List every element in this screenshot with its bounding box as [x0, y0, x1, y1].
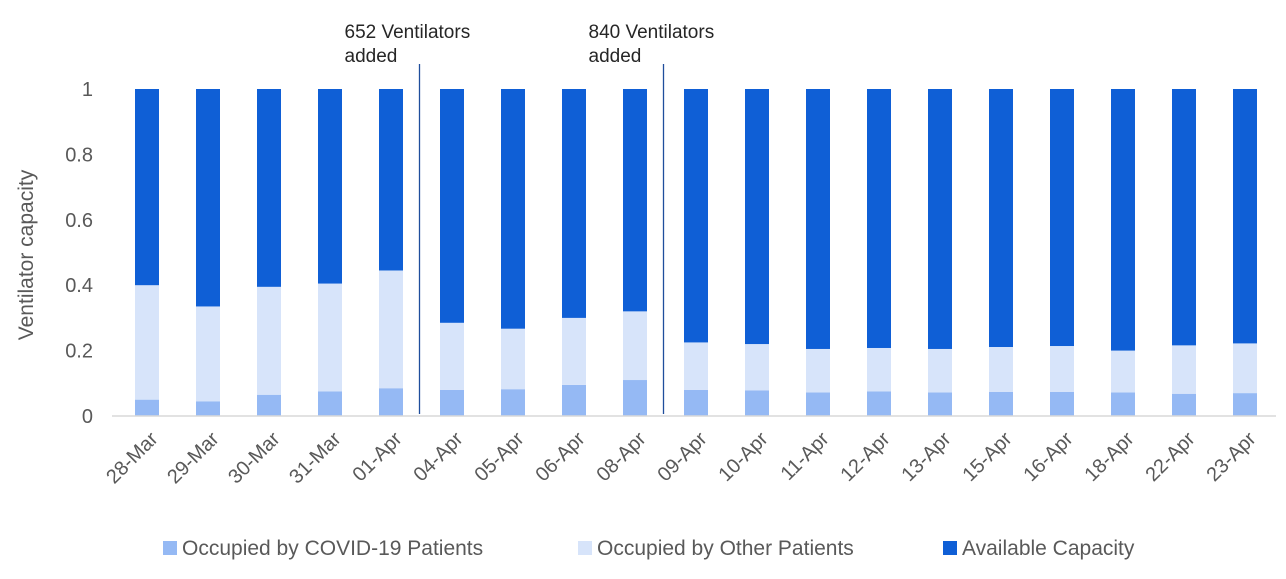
x-tick-label: 04-Apr: [410, 428, 468, 486]
annotations-group: 652 Ventilators added 840 Ventilators added: [345, 22, 715, 414]
bar-segment-1-06-Apr: [562, 384, 586, 416]
bar-segment-3-13-Apr: [928, 89, 952, 349]
x-tick-label: 10-Apr: [715, 428, 773, 486]
bar-segment-2-10-Apr: [745, 344, 769, 391]
x-tick-label: 01-Apr: [349, 428, 407, 486]
x-tick-label: 08-Apr: [593, 428, 651, 486]
bar-segment-1-31-Mar: [318, 391, 342, 416]
x-tick-label: 05-Apr: [471, 428, 529, 486]
bar-segment-1-16-Apr: [1050, 391, 1074, 416]
bar-segment-2-23-Apr: [1233, 343, 1257, 394]
bar-segment-1-22-Apr: [1172, 393, 1196, 416]
bar-segment-3-28-Mar: [135, 89, 159, 286]
bar-segment-3-06-Apr: [562, 89, 586, 318]
bar-segment-3-29-Mar: [196, 89, 220, 307]
y-tick-label: 1: [82, 79, 93, 101]
bar-segment-1-05-Apr: [501, 389, 525, 416]
legend-swatch-2: [578, 541, 592, 555]
bar-segment-2-05-Apr: [501, 328, 525, 390]
bar-segment-1-10-Apr: [745, 390, 769, 416]
annotation-text-2: added: [589, 46, 642, 67]
x-tick-label: 13-Apr: [898, 428, 956, 486]
x-tick-label: 09-Apr: [654, 428, 712, 486]
legend-label-2: Occupied by Other Patients: [597, 537, 854, 560]
bar-segment-2-11-Apr: [806, 348, 830, 393]
bar-segment-3-22-Apr: [1172, 89, 1196, 346]
bar-segment-1-01-Apr: [379, 388, 403, 416]
x-tick-label: 11-Apr: [777, 428, 834, 485]
bar-segment-3-08-Apr: [623, 89, 647, 312]
x-tick-label: 22-Apr: [1142, 428, 1200, 486]
bar-segment-1-15-Apr: [989, 391, 1013, 416]
x-tick-label: 31-Mar: [285, 428, 346, 489]
x-tick-labels: 28-Mar 29-Mar 30-Mar 31-Mar 01-Apr 04-Apr 05-A…: [102, 428, 1261, 489]
bar-segment-1-29-Mar: [196, 401, 220, 416]
bar-segment-3-23-Apr: [1233, 89, 1257, 344]
bar-segment-1-28-Mar: [135, 399, 159, 416]
bar-segment-3-10-Apr: [745, 89, 769, 345]
annotation-text-1: 652 Ventilators: [345, 22, 471, 43]
bar-segment-3-09-Apr: [684, 89, 708, 343]
bar-segment-1-13-Apr: [928, 392, 952, 416]
bars-group: [135, 89, 1257, 416]
bar-segment-1-18-Apr: [1111, 392, 1135, 416]
bar-segment-3-12-Apr: [867, 89, 891, 348]
bar-segment-3-01-Apr: [379, 89, 403, 271]
bar-segment-2-01-Apr: [379, 270, 403, 389]
bar-segment-2-15-Apr: [989, 347, 1013, 392]
y-tick-label: 0.4: [65, 275, 93, 297]
annotation-text-2: 840 Ventilators: [589, 22, 715, 43]
bar-segment-3-15-Apr: [989, 89, 1013, 348]
bar-segment-3-11-Apr: [806, 89, 830, 349]
y-tick-label: 0: [82, 406, 93, 428]
legend-label-3: Available Capacity: [962, 537, 1135, 560]
bar-segment-3-04-Apr: [440, 89, 464, 323]
bar-segment-2-29-Mar: [196, 306, 220, 402]
bar-segment-2-16-Apr: [1050, 346, 1074, 392]
x-tick-label: 30-Mar: [224, 428, 285, 489]
x-tick-label: 15-Apr: [959, 428, 1017, 486]
x-tick-label: 12-Apr: [837, 428, 895, 486]
bar-segment-2-30-Mar: [257, 286, 281, 395]
bar-segment-2-12-Apr: [867, 347, 891, 392]
legend-label-1: Occupied by COVID-19 Patients: [182, 537, 483, 560]
legend-swatch-3: [943, 541, 957, 555]
bar-segment-1-30-Mar: [257, 394, 281, 416]
bar-segment-3-18-Apr: [1111, 89, 1135, 351]
x-tick-label: 18-Apr: [1081, 428, 1139, 486]
x-tick-label: 06-Apr: [532, 428, 590, 486]
y-tick-label: 0.6: [65, 210, 93, 232]
bar-segment-3-31-Mar: [318, 89, 342, 284]
x-tick-label: 28-Mar: [102, 428, 163, 489]
bar-segment-1-04-Apr: [440, 389, 464, 416]
bar-segment-2-06-Apr: [562, 317, 586, 385]
legend-swatch-1: [163, 541, 177, 555]
bar-segment-2-28-Mar: [135, 285, 159, 400]
bar-segment-1-12-Apr: [867, 391, 891, 416]
legend: Occupied by COVID-19 Patients Occupied by…: [163, 537, 1135, 560]
bar-segment-1-09-Apr: [684, 389, 708, 416]
bar-segment-2-31-Mar: [318, 283, 342, 392]
bar-segment-1-11-Apr: [806, 392, 830, 416]
bar-segment-3-30-Mar: [257, 89, 281, 287]
y-axis-label: Ventilator capacity: [15, 169, 38, 340]
bar-segment-3-05-Apr: [501, 89, 525, 329]
bar-segment-2-22-Apr: [1172, 345, 1196, 394]
bar-segment-2-13-Apr: [928, 348, 952, 393]
y-tick-label: 0.2: [65, 341, 93, 363]
bar-segment-1-23-Apr: [1233, 393, 1257, 416]
bar-segment-2-04-Apr: [440, 322, 464, 390]
bar-segment-3-16-Apr: [1050, 89, 1074, 347]
bar-segment-2-08-Apr: [623, 311, 647, 381]
y-tick-label: 0.8: [65, 144, 93, 166]
annotation-text-1: added: [345, 46, 398, 67]
bar-segment-2-09-Apr: [684, 342, 708, 390]
x-tick-label: 29-Mar: [163, 428, 224, 489]
bar-segment-1-08-Apr: [623, 380, 647, 416]
x-tick-label: 23-Apr: [1203, 428, 1261, 486]
x-tick-label: 16-Apr: [1020, 428, 1078, 486]
bar-segment-2-18-Apr: [1111, 350, 1135, 393]
y-tick-labels: 0 0.2 0.4 0.6 0.8 1: [65, 79, 93, 428]
